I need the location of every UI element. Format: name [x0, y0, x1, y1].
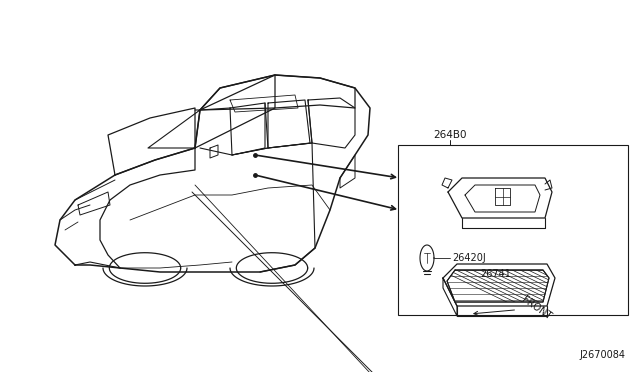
Text: 26741: 26741 [480, 269, 511, 279]
Text: 264B0: 264B0 [433, 130, 467, 140]
Text: J2670084: J2670084 [579, 350, 625, 360]
PathPatch shape [447, 270, 549, 302]
Text: 26420J: 26420J [452, 253, 486, 263]
Text: FRONT: FRONT [474, 294, 553, 322]
Bar [398, 145, 628, 315]
